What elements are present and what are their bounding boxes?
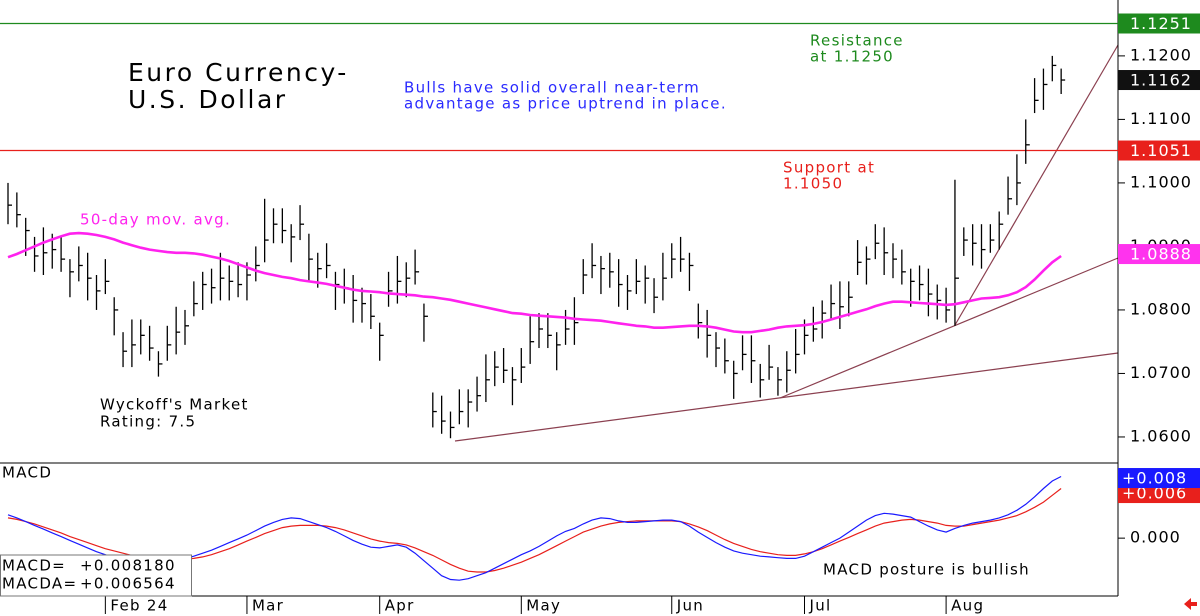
macd-tag-label: +0.008 (1122, 469, 1187, 488)
comment: advantage as price uptrend in place. (404, 95, 727, 113)
y-tick-label: 1.0700 (1130, 363, 1192, 382)
x-tick-label: Mar (252, 597, 284, 615)
price-tag (1118, 140, 1200, 161)
y-tick-label: 1.1200 (1130, 45, 1192, 64)
readout-box (0, 554, 192, 597)
price-tag (1118, 244, 1200, 265)
y-tick-label: 1.0600 (1130, 426, 1192, 445)
price-tag-label: 1.0888 (1130, 245, 1192, 264)
readout-value: +0.006564 (80, 575, 176, 593)
title-line: U.S. Dollar (128, 85, 288, 114)
price-tag (1118, 70, 1200, 91)
trendline (954, 44, 1119, 326)
arrow-icon (1184, 598, 1197, 610)
trendlines (454, 44, 1119, 442)
rating: Rating: 7.5 (100, 413, 196, 431)
y-tick-label: 1.1000 (1130, 172, 1192, 191)
readout-value: +0.008180 (80, 557, 176, 575)
rating: Wyckoff's Market (100, 396, 249, 414)
title-line: Euro Currency- (128, 58, 349, 87)
trendline (454, 352, 1119, 442)
x-tick-label: Apr (385, 597, 415, 615)
resistance-note: Resistance (810, 32, 904, 50)
support-note: 1.1050 (783, 175, 843, 193)
price-tag-label: 1.1162 (1130, 71, 1192, 90)
y-tick-label: 1.1100 (1130, 109, 1192, 128)
macd-tag (1118, 468, 1200, 489)
macd-tag-label: +0.006 (1122, 484, 1187, 503)
readout-name: MACD= (2, 557, 66, 575)
y2-tick-label: 0.000 (1130, 528, 1181, 547)
macd-tag (1118, 483, 1200, 504)
x-tick-label: Aug (951, 597, 984, 615)
x-tick-label: Jul (809, 597, 832, 615)
x-tick-label: Feb 24 (110, 597, 168, 615)
x-tick-label: Jun (676, 597, 704, 615)
x-tick-label: May (526, 597, 561, 615)
price-tag-label: 1.1251 (1130, 14, 1192, 33)
price-tag (1118, 13, 1200, 34)
moving-average (7, 231, 1062, 334)
ma-label: 50-day mov. avg. (80, 211, 231, 229)
macd-comment: MACD posture is bullish (823, 561, 1030, 579)
support-note: Support at (783, 159, 875, 177)
price-tag-label: 1.1051 (1130, 141, 1192, 160)
comment: Bulls have solid overall near-term (404, 79, 700, 97)
trendline (779, 257, 1119, 399)
y-tick-label: 1.0800 (1130, 299, 1192, 318)
macd-title: MACD (2, 464, 52, 482)
readout-name: MACDA= (2, 575, 77, 593)
resistance-note: at 1.1250 (810, 48, 894, 66)
